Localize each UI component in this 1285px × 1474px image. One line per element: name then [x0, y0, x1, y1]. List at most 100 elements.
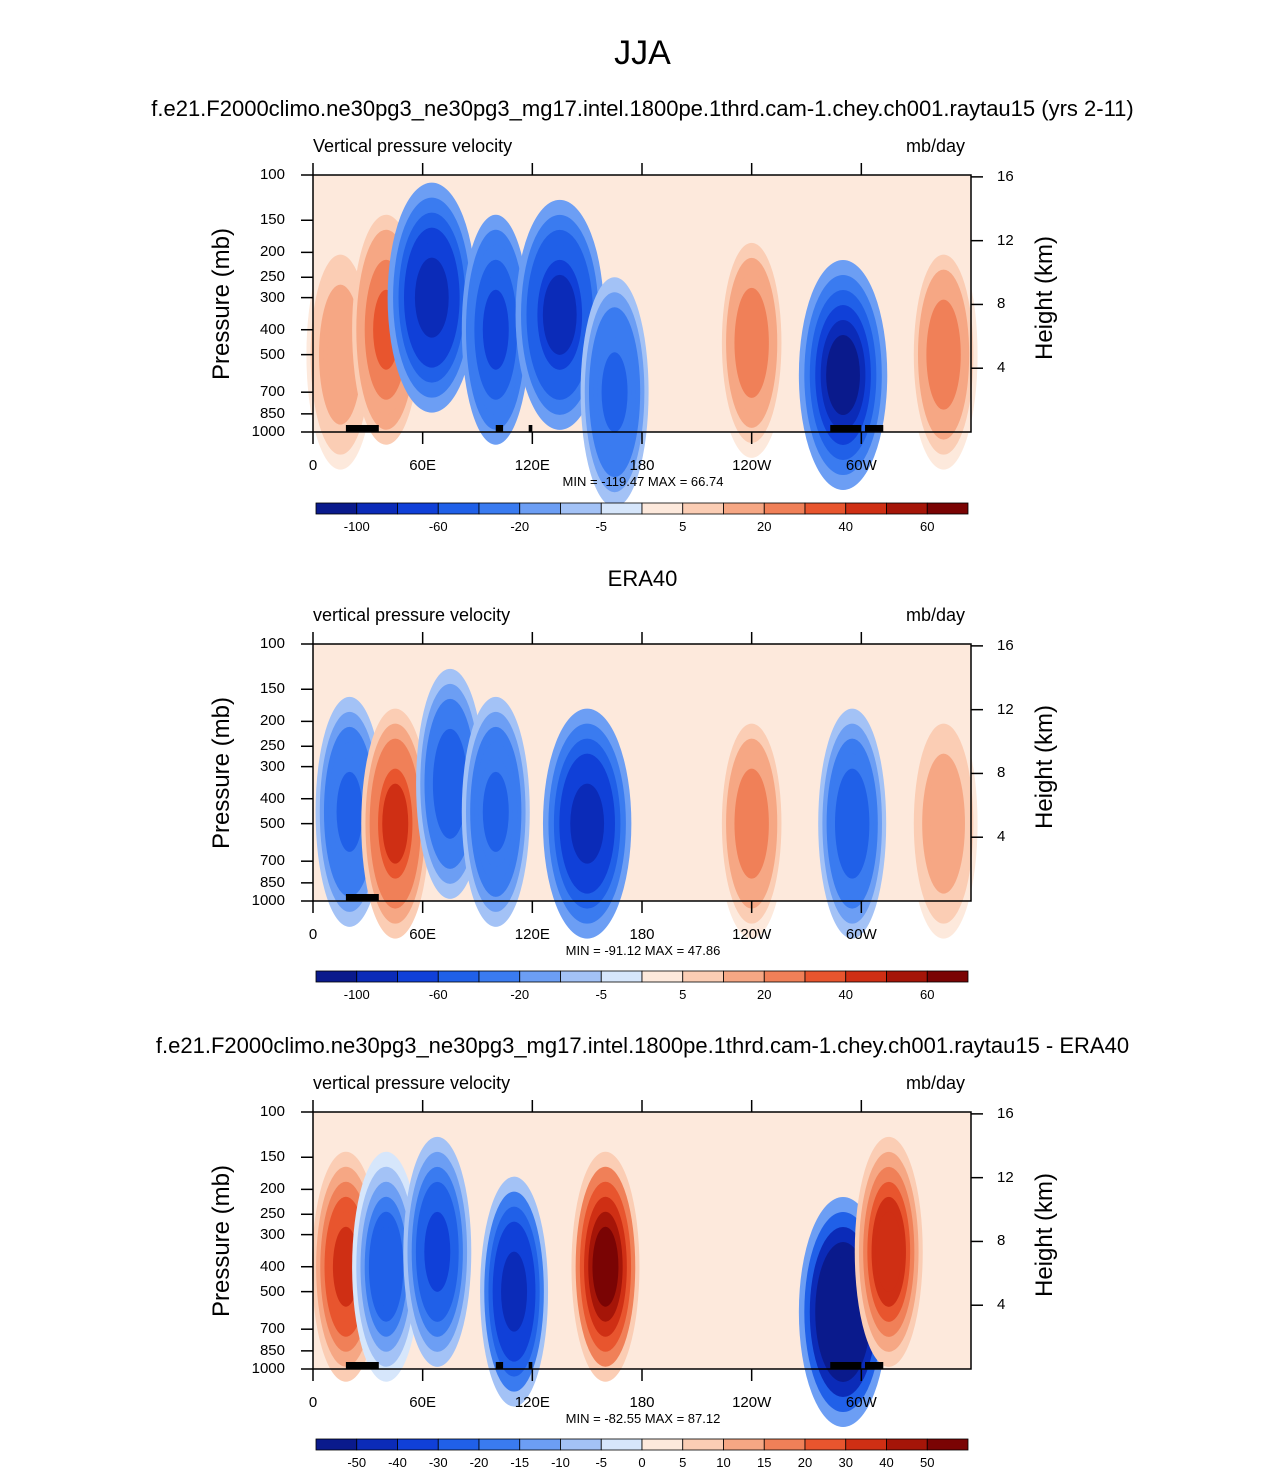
y-tick-label: 400 — [259, 320, 285, 338]
colorbar-label: 5 — [679, 519, 687, 534]
colorbar-swatch — [600, 502, 643, 515]
y-axis-title-right: Height (km) — [1031, 1172, 1058, 1297]
colorbar-swatch — [356, 970, 398, 983]
colorbar-swatch — [519, 502, 561, 515]
variable-label: vertical pressure velocity — [313, 605, 511, 625]
colorbar-label: 60 — [920, 519, 935, 534]
y-tick-label: 850 — [259, 873, 285, 891]
y-tick-label: 400 — [259, 789, 285, 807]
colorbar-swatch — [682, 502, 724, 515]
colorbar-label: 40 — [838, 987, 853, 1002]
colorbar-swatch — [397, 970, 439, 983]
colorbar-swatch — [641, 1438, 684, 1451]
y-tick-label: 700 — [259, 1320, 285, 1338]
y-tick-label: 250 — [259, 268, 285, 286]
colorbar-swatch — [478, 502, 521, 515]
y-tick-label: 700 — [259, 852, 285, 870]
colorbar-label: 20 — [757, 519, 772, 534]
colorbar-label: -60 — [428, 519, 448, 534]
colorbar-swatch — [397, 502, 439, 515]
colorbar-swatch — [560, 502, 602, 515]
contour-band — [875, 1211, 902, 1292]
min-max-label: MIN = -82.55 MAX = 87.12 — [565, 1411, 721, 1426]
y-tick-label: 100 — [259, 166, 285, 183]
x-tick-label: 0 — [308, 926, 318, 943]
colorbar-swatch — [560, 970, 602, 983]
right-tick-label: 12 — [997, 1168, 1014, 1186]
y-tick-label: 300 — [259, 1225, 285, 1243]
x-tick-label: 180 — [629, 1394, 655, 1411]
units-label: mb/day — [906, 605, 966, 625]
contour-band — [601, 352, 628, 433]
y-tick-label: 300 — [259, 288, 285, 306]
topography-mask — [345, 894, 379, 901]
right-tick-label: 16 — [997, 1104, 1014, 1122]
colorbar-label: -5 — [595, 1455, 608, 1470]
right-tick-label: 8 — [997, 764, 1006, 782]
topography-mask — [830, 425, 862, 432]
units-label: mb/day — [906, 1073, 966, 1093]
x-tick-label: 180 — [629, 457, 655, 474]
colorbar-swatch — [600, 1438, 643, 1451]
colorbar-swatch — [763, 1438, 806, 1451]
x-tick-label: 60E — [409, 926, 436, 943]
colorbar-label: 50 — [920, 1455, 935, 1470]
y-tick-label: 100 — [259, 1103, 285, 1120]
colorbar-swatch — [886, 1438, 928, 1451]
colorbar-label: 20 — [757, 987, 772, 1002]
contour-band — [482, 289, 509, 370]
right-tick-label: 12 — [997, 231, 1014, 249]
x-tick-label: 120W — [732, 926, 772, 943]
contour-band — [414, 257, 449, 338]
y-tick-label: 1000 — [251, 423, 285, 440]
colorbar-swatch — [641, 502, 684, 515]
panel-title: ERA40 — [607, 566, 678, 591]
colorbar-label: 15 — [757, 1455, 772, 1470]
contour-plot — [301, 1100, 983, 1427]
colorbar-swatch — [723, 1438, 765, 1451]
y-axis-title-right: Height (km) — [1031, 704, 1058, 829]
colorbar-label: -50 — [347, 1455, 367, 1470]
y-tick-label: 850 — [259, 1341, 285, 1359]
colorbar-label: -100 — [343, 519, 370, 534]
y-tick-label: 700 — [259, 383, 285, 401]
main-title: JJA — [614, 34, 671, 72]
y-tick-label: 200 — [259, 243, 285, 261]
y-tick-label: 1000 — [251, 1360, 285, 1377]
y-axis-title-right: Height (km) — [1031, 235, 1058, 360]
colorbar-swatch — [845, 502, 887, 515]
contour-band — [542, 274, 577, 355]
colorbar-label: 10 — [716, 1455, 731, 1470]
y-tick-label: 300 — [259, 757, 285, 775]
y-tick-label: 500 — [259, 345, 285, 363]
topography-mask — [830, 1362, 862, 1369]
colorbar-swatch — [437, 1438, 480, 1451]
colorbar-swatch — [641, 970, 684, 983]
colorbar-swatch — [315, 970, 358, 983]
contour-plot — [301, 632, 983, 939]
right-tick-label: 4 — [997, 359, 1006, 377]
topography-mask — [495, 1362, 504, 1369]
contour-band — [930, 783, 957, 864]
colorbar-swatch — [926, 970, 969, 983]
right-tick-label: 8 — [997, 1232, 1006, 1250]
colorbar-label: -5 — [595, 519, 608, 534]
colorbar-label: -100 — [343, 987, 370, 1002]
right-tick-label: 16 — [997, 636, 1014, 654]
colorbar-label: 30 — [838, 1455, 853, 1470]
colorbar-label: 20 — [797, 1455, 813, 1470]
topography-mask — [528, 1362, 533, 1369]
contour-band — [738, 302, 765, 383]
colorbar-label: 40 — [838, 519, 853, 534]
right-tick-label: 4 — [997, 1296, 1006, 1314]
contour-band — [424, 1211, 451, 1292]
x-tick-label: 60E — [409, 1394, 436, 1411]
x-tick-label: 180 — [629, 926, 655, 943]
min-max-label: MIN = -119.47 MAX = 66.74 — [562, 474, 724, 489]
x-tick-label: 60W — [845, 1394, 877, 1411]
contour-band — [382, 783, 409, 864]
contour-band — [437, 743, 464, 824]
colorbar-label: 5 — [679, 1455, 687, 1470]
colorbar-swatch — [804, 502, 847, 515]
y-tick-label: 100 — [259, 635, 285, 652]
